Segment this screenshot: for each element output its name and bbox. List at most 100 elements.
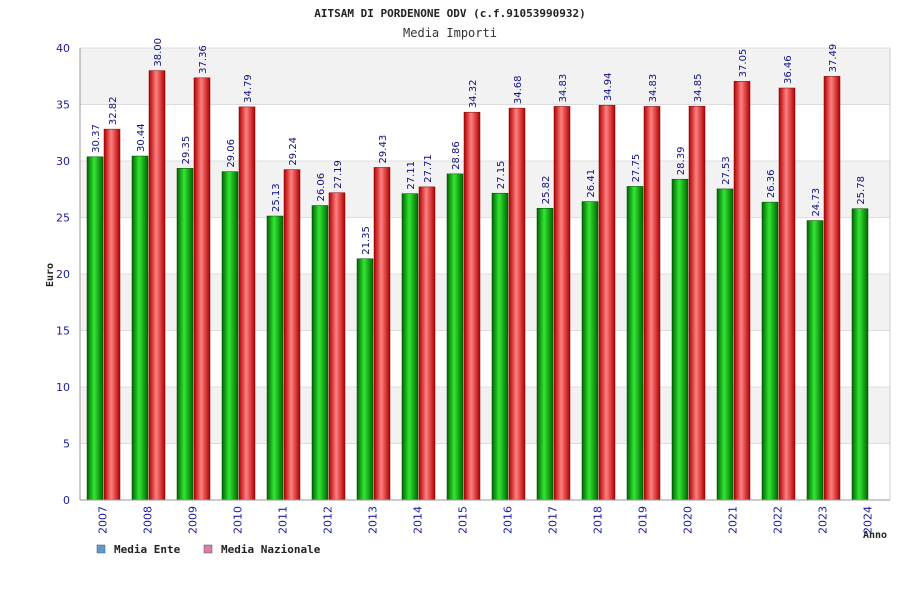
data-label-media-nazionale-2014: 27.71 — [423, 154, 434, 183]
bar-media-nazionale-2021 — [733, 81, 751, 501]
data-label-media-nazionale-2015: 34.32 — [468, 80, 479, 109]
bar-media-ente-2007 — [86, 156, 104, 501]
bar-media-ente-2023 — [806, 220, 824, 501]
data-label-media-ente-2017: 25.82 — [541, 176, 552, 205]
data-label-media-ente-2007: 30.37 — [91, 124, 102, 153]
y-tick-label: 40 — [56, 42, 70, 55]
bar-media-nazionale-2022 — [778, 87, 796, 501]
y-tick-label: 35 — [56, 99, 70, 112]
bar-media-nazionale-2013 — [373, 167, 391, 501]
grid-band — [80, 443, 890, 500]
y-tick-label: 5 — [63, 438, 70, 451]
data-label-media-ente-2021: 27.53 — [721, 156, 732, 185]
data-label-media-ente-2012: 26.06 — [316, 173, 327, 202]
grid-band — [80, 217, 890, 274]
x-tick-label: 2013 — [367, 506, 380, 534]
data-label-media-ente-2014: 27.11 — [406, 161, 417, 190]
x-tick-label: 2020 — [682, 506, 695, 534]
bar-media-nazionale-2015 — [463, 111, 481, 501]
bar-media-nazionale-2018 — [598, 104, 616, 501]
grid-band — [80, 104, 890, 161]
data-label-media-nazionale-2020: 34.85 — [693, 74, 704, 103]
y-tick-label: 25 — [56, 212, 70, 225]
x-tick-label: 2016 — [502, 506, 515, 534]
data-labels: 30.37 32.82 30.44 38.00 29.35 37.36 29.06 34.79… — [91, 38, 867, 255]
bar-media-ente-2019 — [626, 186, 644, 501]
x-tick-label: 2008 — [142, 506, 155, 534]
grid-band — [80, 274, 890, 331]
y-axis-label: Euro — [45, 263, 56, 287]
x-tick-label: 2022 — [772, 506, 785, 534]
data-label-media-nazionale-2010: 34.79 — [243, 74, 254, 103]
bar-media-nazionale-2014 — [418, 186, 436, 501]
data-label-media-ente-2008: 30.44 — [136, 123, 147, 152]
bar-media-nazionale-2011 — [283, 169, 301, 501]
bar-media-ente-2012 — [311, 205, 329, 501]
bar-media-ente-2009 — [176, 168, 194, 501]
data-label-media-nazionale-2016: 34.68 — [513, 75, 524, 104]
legend-label-media-ente: Media Ente — [114, 543, 181, 556]
x-tick-label: 2023 — [817, 506, 830, 534]
x-tick-label: 2011 — [277, 506, 290, 534]
bar-media-ente-2022 — [761, 201, 779, 501]
legend-swatch-media-nazionale — [203, 544, 213, 554]
bar-media-ente-2021 — [716, 188, 734, 501]
data-label-media-ente-2018: 26.41 — [586, 169, 597, 198]
data-label-media-nazionale-2021: 37.05 — [738, 49, 749, 78]
bar-media-ente-2016 — [491, 192, 509, 501]
x-tick-label: 2024 — [862, 506, 875, 534]
bar-media-nazionale-2016 — [508, 107, 526, 501]
y-tick-label: 20 — [56, 268, 70, 281]
bar-media-ente-2011 — [266, 215, 284, 501]
data-label-media-ente-2015: 28.86 — [451, 141, 462, 170]
data-label-media-nazionale-2018: 34.94 — [603, 73, 614, 102]
bar-media-ente-2008 — [131, 155, 149, 501]
y-tick-label: 0 — [63, 494, 70, 507]
bar-media-ente-2014 — [401, 193, 419, 501]
x-axis-label: Anno — [863, 530, 887, 541]
data-label-media-ente-2024: 25.78 — [856, 176, 867, 205]
data-label-media-nazionale-2017: 34.83 — [558, 74, 569, 103]
bar-media-ente-2017 — [536, 207, 554, 501]
y-tick-label: 15 — [56, 325, 70, 338]
data-label-media-ente-2016: 27.15 — [496, 161, 507, 190]
bar-media-nazionale-2019 — [643, 106, 661, 501]
grid-band — [80, 387, 890, 444]
legend: Media Ente Media Nazionale — [96, 543, 321, 556]
legend-label-media-nazionale: Media Nazionale — [221, 543, 321, 556]
data-label-media-nazionale-2012: 27.19 — [333, 160, 344, 189]
grid-band — [80, 161, 890, 218]
y-tick-label: 10 — [56, 381, 70, 394]
grid-band — [80, 330, 890, 387]
grid-band — [80, 48, 890, 105]
chart-title: AITSAM DI PORDENONE ODV (c.f.91053990932… — [314, 7, 586, 20]
x-axis-ticks: 2007 2008 2009 2010 2011 2012 2013 2014 2015 2016… — [97, 506, 875, 534]
bar-media-ente-2024 — [851, 208, 869, 501]
x-tick-label: 2015 — [457, 506, 470, 534]
bar-media-nazionale-2020 — [688, 105, 706, 501]
data-label-media-ente-2020: 28.39 — [676, 147, 687, 176]
bar-media-ente-2015 — [446, 173, 464, 501]
bar-media-nazionale-2017 — [553, 106, 571, 501]
legend-swatch-media-ente — [96, 544, 106, 554]
data-label-media-ente-2019: 27.75 — [631, 154, 642, 183]
x-tick-label: 2019 — [637, 506, 650, 534]
bar-media-ente-2013 — [356, 258, 374, 501]
data-label-media-ente-2011: 25.13 — [271, 183, 282, 212]
x-tick-label: 2017 — [547, 506, 560, 534]
data-label-media-nazionale-2022: 36.46 — [783, 55, 794, 84]
bar-media-ente-2018 — [581, 201, 599, 501]
y-axis-ticks: 0 5 10 15 20 25 30 35 40 — [56, 42, 70, 507]
bar-media-nazionale-2010 — [238, 106, 256, 501]
data-label-media-nazionale-2009: 37.36 — [198, 45, 209, 74]
chart-subtitle: Media Importi — [403, 26, 497, 40]
bar-media-nazionale-2023 — [823, 76, 841, 501]
bar-media-nazionale-2007 — [103, 128, 121, 501]
data-label-media-ente-2022: 26.36 — [766, 169, 777, 198]
x-tick-label: 2010 — [232, 506, 245, 534]
bar-media-ente-2020 — [671, 178, 689, 501]
data-label-media-nazionale-2007: 32.82 — [108, 96, 119, 125]
grid-bands — [80, 48, 890, 500]
